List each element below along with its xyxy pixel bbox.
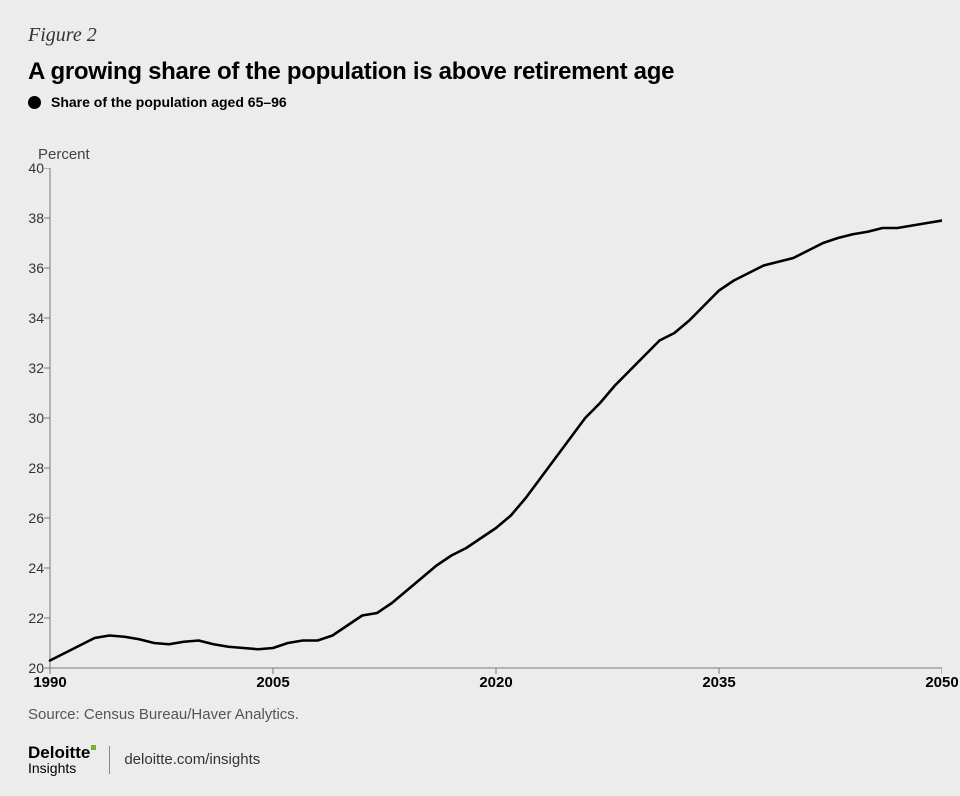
legend-label: Share of the population aged 65–96 (51, 94, 287, 110)
y-tick-label: 24 (18, 560, 44, 576)
series-line (50, 221, 942, 661)
chart-area: 2022242628303234363840199020052020203520… (18, 168, 942, 668)
y-tick-label: 32 (18, 360, 44, 376)
y-tick-label: 28 (18, 460, 44, 476)
brand-bottom: Insights (28, 761, 95, 775)
y-tick-label: 38 (18, 210, 44, 226)
footer: Deloitte Insights deloitte.com/insights (28, 744, 260, 775)
brand-top: Deloitte (28, 744, 90, 761)
footer-separator (109, 746, 110, 774)
footer-link: deloitte.com/insights (124, 751, 260, 768)
legend: Share of the population aged 65–96 (28, 94, 287, 110)
y-tick-label: 40 (18, 160, 44, 176)
line-chart-svg (18, 168, 942, 708)
x-tick-label: 2020 (479, 674, 512, 691)
y-tick-label: 26 (18, 510, 44, 526)
y-tick-label: 36 (18, 260, 44, 276)
legend-marker-icon (28, 96, 41, 109)
x-tick-label: 2005 (256, 674, 289, 691)
y-tick-label: 22 (18, 610, 44, 626)
x-tick-label: 2050 (925, 674, 958, 691)
y-tick-label: 34 (18, 310, 44, 326)
figure-label: Figure 2 (28, 24, 97, 47)
brand-dot-icon (91, 745, 96, 750)
brand-logo: Deloitte Insights (28, 744, 95, 775)
chart-title: A growing share of the population is abo… (28, 58, 674, 86)
source-text: Source: Census Bureau/Haver Analytics. (28, 706, 299, 723)
x-tick-label: 2035 (702, 674, 735, 691)
y-axis-title: Percent (38, 146, 90, 163)
y-tick-label: 30 (18, 410, 44, 426)
x-tick-label: 1990 (33, 674, 66, 691)
